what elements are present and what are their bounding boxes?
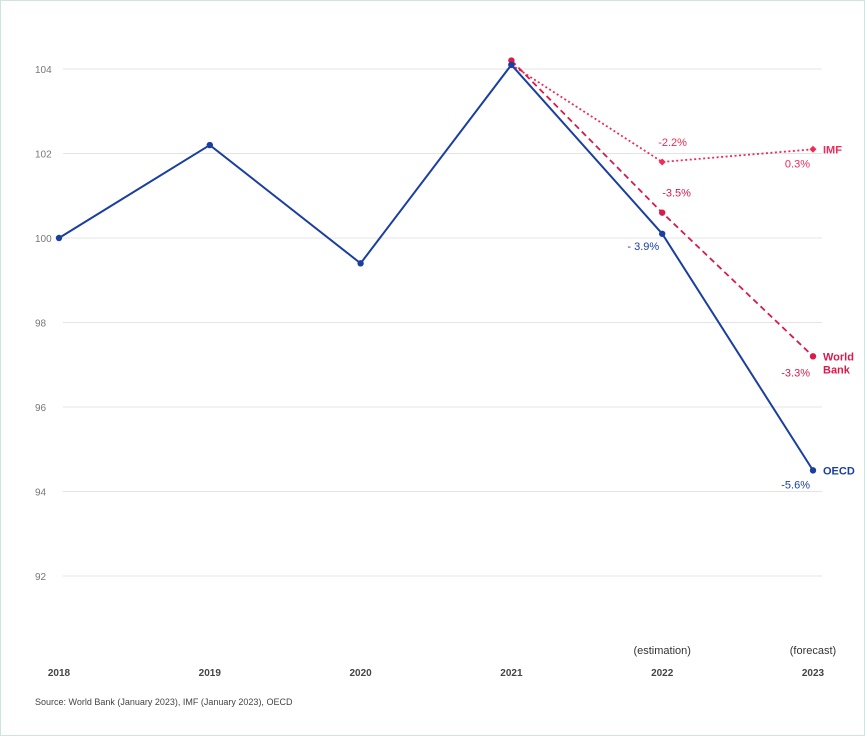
data-point xyxy=(659,230,666,237)
series-line xyxy=(510,64,814,163)
y-tick-label: 92 xyxy=(35,572,47,583)
series-name-label: OECD xyxy=(823,465,855,477)
data-label: -3.3% xyxy=(781,367,810,379)
x-tick-label: 2022 xyxy=(651,668,674,679)
y-tick-label: 94 xyxy=(35,488,47,499)
data-point xyxy=(508,61,515,68)
data-point xyxy=(55,234,63,242)
data-point xyxy=(659,209,666,216)
x-tick-note: (estimation) xyxy=(633,645,690,657)
y-tick-label: 104 xyxy=(35,65,52,76)
data-label: 0.3% xyxy=(785,158,810,170)
data-label: -2.2% xyxy=(658,137,687,149)
data-point xyxy=(206,141,213,149)
y-tick-label: 98 xyxy=(35,319,47,330)
data-point xyxy=(809,353,817,360)
series-line xyxy=(58,63,814,471)
x-tick-label: 2021 xyxy=(500,668,523,679)
data-label: -3.5% xyxy=(662,188,691,200)
data-point xyxy=(357,260,364,267)
x-tick-label: 2019 xyxy=(199,668,222,679)
data-point xyxy=(809,467,817,474)
x-tick-note: (forecast) xyxy=(790,645,836,657)
data-point xyxy=(809,145,817,153)
series-name-label: World xyxy=(823,351,854,363)
x-tick-label: 2020 xyxy=(349,668,372,679)
data-label: - 3.9% xyxy=(627,241,659,253)
series-name-label: Bank xyxy=(823,364,851,376)
x-tick-label: 2018 xyxy=(48,668,71,679)
data-point xyxy=(658,158,666,166)
y-tick-label: 102 xyxy=(35,150,52,161)
source-note: Source: World Bank (January 2023), IMF (… xyxy=(35,697,293,707)
series-name-label: IMF xyxy=(823,144,842,156)
data-label: -5.6% xyxy=(781,479,810,491)
y-tick-label: 96 xyxy=(35,403,47,414)
x-tick-label: 2023 xyxy=(802,668,825,679)
y-tick-label: 100 xyxy=(35,234,52,245)
series-line xyxy=(510,59,814,357)
